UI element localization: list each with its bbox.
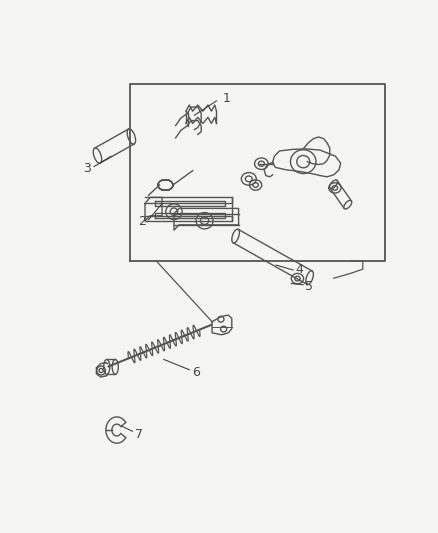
Text: 2: 2: [138, 215, 145, 229]
Text: 5: 5: [305, 280, 313, 293]
Text: 6: 6: [192, 366, 200, 379]
Text: 4: 4: [294, 263, 302, 277]
Text: 1: 1: [222, 92, 230, 106]
Text: 7: 7: [135, 427, 143, 441]
Text: 3: 3: [83, 162, 91, 175]
